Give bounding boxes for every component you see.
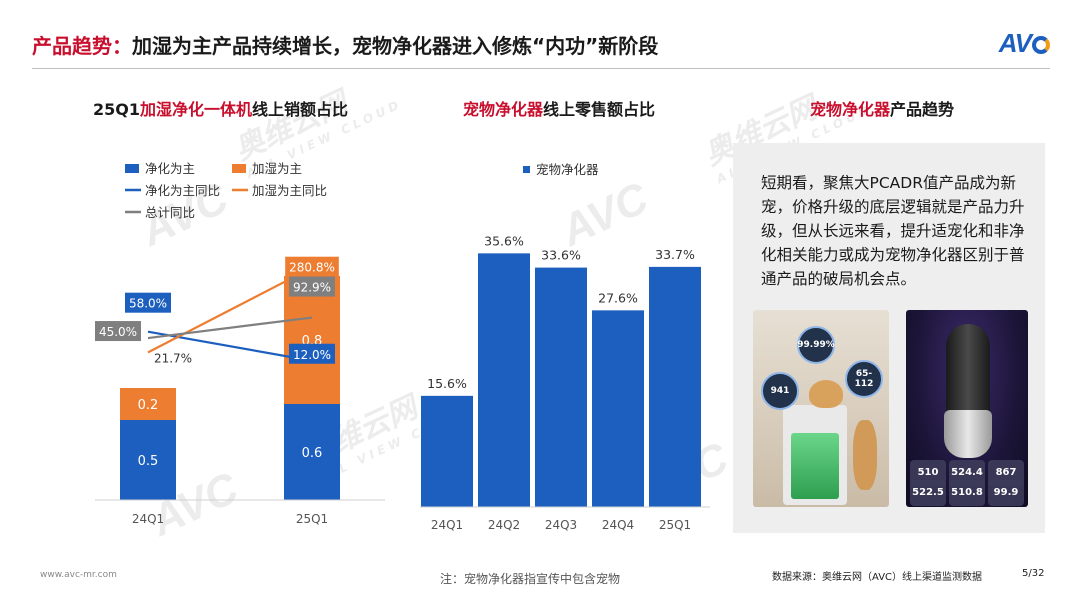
bar-value-label: 0.6 <box>302 446 323 461</box>
panel3-title: 宠物净化器产品趋势 <box>810 96 954 120</box>
bar <box>649 266 701 507</box>
bar-segment <box>120 388 176 420</box>
x-tick-label: 24Q1 <box>431 518 463 532</box>
yoy-label: 58.0% <box>129 297 167 311</box>
panel1-title-pre: 25Q1 <box>93 100 140 119</box>
bar-value-label: 0.2 <box>138 398 159 413</box>
x-tick-label: 25Q1 <box>659 518 691 532</box>
yoy-line <box>147 316 313 340</box>
x-tick-label: 24Q2 <box>488 518 520 532</box>
logo-ring-icon <box>1032 36 1050 54</box>
slide-header: 产品趋势：加湿为主产品持续增长，宠物净化器进入修炼“内功”新阶段 AV <box>0 0 1080 68</box>
yoy-label: 280.8% <box>289 261 335 275</box>
yoy-label-box <box>125 292 171 313</box>
legend-label: 净化为主 <box>145 161 195 176</box>
legend-label: 加湿为主 <box>252 161 302 176</box>
panel1-title-post: 线上销额占比 <box>252 100 349 119</box>
cat-shape <box>809 380 843 408</box>
bar-value-label: 35.6% <box>484 233 524 248</box>
yoy-label-box <box>95 321 141 342</box>
yoy-label-box <box>289 276 335 297</box>
bar <box>535 267 587 507</box>
bar-value-label: 33.6% <box>541 248 581 263</box>
purifier-glow <box>791 433 839 499</box>
spec-badge: 65-112 <box>845 360 883 398</box>
legend-label: 加湿为主同比 <box>252 183 327 198</box>
yoy-label: 21.7% <box>154 351 192 365</box>
slide-title-text: 加湿为主产品持续增长，宠物净化器进入修炼“内功”新阶段 <box>132 34 659 58</box>
spec-badge: 99.99% <box>797 326 835 364</box>
yoy-label-box <box>285 256 339 277</box>
panel1-title-red: 加湿净化一体机 <box>140 100 253 119</box>
bar-segment <box>284 276 340 404</box>
bar-segment <box>120 420 176 500</box>
yoy-line <box>147 330 313 362</box>
slide-title-accent: 产品趋势： <box>32 34 132 58</box>
chart1-bars: 0.50.20.60.8 <box>120 276 340 500</box>
legend-swatch <box>125 164 139 173</box>
footer-source: 数据来源：奥维云网（AVC）线上渠道监测数据 <box>772 572 983 583</box>
header-divider <box>32 68 1050 69</box>
bar-value-label: 27.6% <box>598 290 638 305</box>
x-tick-label: 24Q4 <box>602 518 634 532</box>
yoy-label: 92.9% <box>293 281 331 295</box>
footer-note: 注：宠物净化器指宣传中包含宠物 <box>440 572 621 586</box>
spec-stat: 510.8 <box>949 480 985 506</box>
bar-value-label: 15.6% <box>427 376 467 391</box>
bar <box>421 395 473 507</box>
yoy-label-box <box>289 343 335 364</box>
panel1-title: 25Q1加湿净化一体机线上销额占比 <box>93 96 348 120</box>
bar <box>478 253 530 507</box>
x-tick-label: 24Q3 <box>545 518 577 532</box>
spec-stat: 522.5 <box>910 480 946 506</box>
chart1-lines: 58.0% 12.0% 21.7% 280.8% 45.0% 92.9% <box>95 256 339 365</box>
legend-swatch <box>232 164 246 173</box>
x-tick-label: 25Q1 <box>296 512 328 526</box>
panel3-title-red: 宠物净化器 <box>810 100 891 119</box>
yoy-label: 12.0% <box>293 348 331 362</box>
bar-value-label: 0.5 <box>138 454 159 469</box>
chart2-bars: 15.6% 35.6% 33.6% 27.6% 33.7% <box>421 233 701 507</box>
legend-label: 净化为主同比 <box>145 183 220 198</box>
panel2-title-post: 线上零售额占比 <box>543 100 656 119</box>
footer-url: www.avc-mr.com <box>40 570 117 580</box>
x-tick-label: 24Q1 <box>132 512 164 526</box>
purifier-device <box>783 405 847 505</box>
chart2-axis: 24Q1 24Q2 24Q3 24Q4 25Q1 <box>420 506 710 532</box>
logo-text: AV <box>998 28 1032 58</box>
yoy-label: 45.0% <box>99 325 137 339</box>
avc-logo-icon: AV <box>999 28 1050 59</box>
panel2-title-red: 宠物净化器 <box>463 100 544 119</box>
panel3-title-post: 产品趋势 <box>890 100 955 119</box>
legend-swatch <box>523 166 530 173</box>
page-number: 5/32 <box>1022 568 1045 579</box>
legend-label: 总计同比 <box>145 205 195 220</box>
tower-base <box>944 410 992 458</box>
legend-label: 宠物净化器 <box>536 162 599 177</box>
bar-value-label: 33.7% <box>655 247 695 262</box>
product-image-tower-purifier: 510 524.4 867 522.5 510.8 99.9 <box>906 310 1028 507</box>
bar-segment <box>284 404 340 500</box>
chart2-legend: 宠物净化器 <box>523 162 599 177</box>
chart2-bar: 宠物净化器 15.6% 35.6% 33.6% 27.6% 33.7% 24Q1 24Q2… <box>420 162 710 532</box>
slide-title: 产品趋势：加湿为主产品持续增长，宠物净化器进入修炼“内功”新阶段 <box>32 30 658 59</box>
chart1-axis: 24Q1 25Q1 <box>95 499 385 526</box>
panel2-title: 宠物净化器线上零售额占比 <box>463 96 655 120</box>
bar <box>592 310 644 507</box>
spec-badge: 941 <box>761 372 799 410</box>
trend-text: 短期看，聚焦大PCADR值产品成为新宠，价格升级的底层逻辑就是产品力升级，但从长… <box>761 174 1025 288</box>
product-image-cat-purifier: 99.99% 941 65-112 <box>753 310 889 507</box>
yoy-line <box>147 266 313 354</box>
spec-stat: 99.9 <box>988 480 1024 506</box>
cat-shape-2 <box>853 420 877 490</box>
